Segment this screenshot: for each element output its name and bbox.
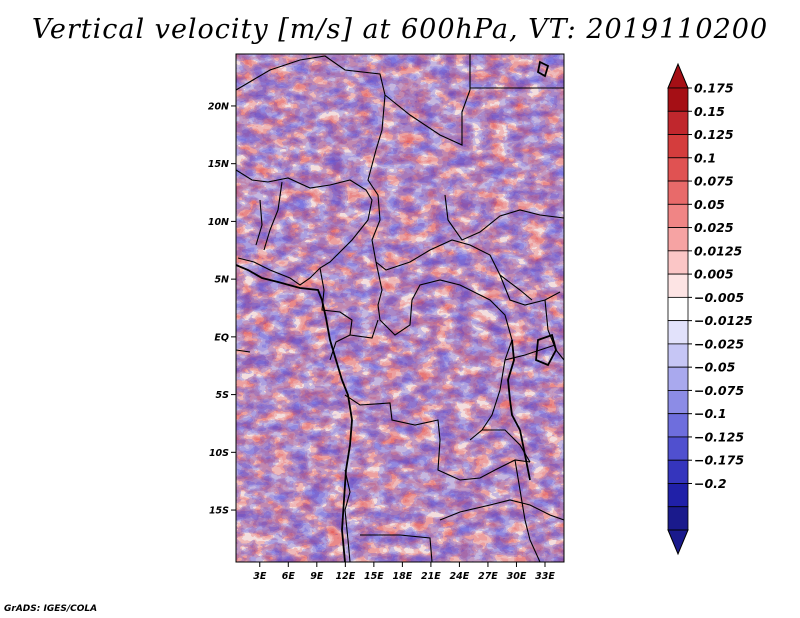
colorbar-label: 0.075 [694,174,734,189]
lon-tick-label: 30E [507,571,527,582]
colorbar-swatch [667,483,689,508]
colorbar-label: −0.0125 [694,313,753,328]
grads-credit: GrADS: IGES/COLA [4,604,98,614]
colorbar-label: −0.125 [694,429,744,444]
colorbar-swatch [667,203,689,228]
colorbar-label: −0.025 [694,336,744,351]
colorbar-swatch [667,87,689,112]
colorbar-swatch [667,413,689,438]
lat-tick-label: 20N [208,101,229,112]
colorbar-swatch [667,134,689,159]
lon-tick-label: 24E [450,571,470,582]
colorbar-swatch [667,296,689,322]
lon-tick-label: 6E [282,571,296,582]
colorbar-over-arrow [667,62,689,89]
lon-tick-label: 3E [253,571,267,582]
colorbar-swatch [667,343,689,368]
colorbar-label: 0.005 [694,267,734,282]
colorbar-label: −0.1 [694,406,727,421]
colorbar-label: 0.1 [694,150,716,165]
lat-tick-label: 5S [216,390,230,401]
colorbar-swatch [667,320,689,345]
lon-tick-label: 18E [393,571,413,582]
colorbar-under-arrow [667,529,689,556]
longitude-axis: 3E 6E 9E 12E 15E 18E 21E 24E 27E 30E 33E [253,562,555,582]
lon-tick-label: 9E [310,571,324,582]
colorbar-swatch [667,366,689,391]
latitude-axis: 20N 15N 10N 5N EQ 5S 10S 15S [208,101,236,517]
map-title: Vertical velocity [m/s] at 600hPa, VT: 2… [31,14,769,45]
coastlines-and-lakes [236,60,557,562]
lat-tick-label: 15S [209,506,229,517]
colorbar-swatch [667,157,689,182]
lon-tick-label: 21E [421,571,441,582]
colorbar-swatch [667,273,689,298]
lon-tick-label: 12E [335,571,355,582]
colorbar-label: −0.005 [694,290,744,305]
lat-tick-label: 10S [209,448,229,459]
lon-tick-label: 33E [535,571,555,582]
field-downward-motion [236,54,564,562]
map-frame [235,53,565,563]
colorbar-label: −0.075 [694,383,744,398]
colorbar-swatch [667,459,689,484]
lon-tick-label: 27E [478,571,498,582]
colorbar-swatch [667,110,689,135]
colorbar-swatch [667,436,689,461]
colorbar-label: 0.125 [694,127,734,142]
colorbar-swatch [667,506,689,531]
lon-tick-label: 15E [364,571,384,582]
colorbar-label: −0.175 [694,453,744,468]
map-plot-area [236,54,564,562]
colorbar-label: −0.2 [694,476,727,491]
colorbar: 0.175 0.15 0.125 0.1 0.075 0.05 0.025 0.0125 0.0… [667,62,753,556]
colorbar-swatch [667,180,689,205]
colorbar-swatch [667,227,689,252]
lat-tick-label: 15N [208,159,229,170]
colorbar-swatch [667,390,689,415]
lat-tick-label: EQ [214,332,229,343]
colorbar-label: 0.175 [694,81,734,96]
colorbar-label: 0.05 [694,197,725,212]
colorbar-label: 0.15 [694,104,725,119]
country-borders [236,54,564,562]
colorbar-label: 0.025 [694,220,734,235]
colorbar-label: −0.05 [694,360,736,375]
lat-tick-label: 5N [214,275,229,286]
colorbar-swatch [667,250,689,275]
lat-tick-label: 10N [208,217,229,228]
colorbar-label: 0.0125 [694,243,743,258]
